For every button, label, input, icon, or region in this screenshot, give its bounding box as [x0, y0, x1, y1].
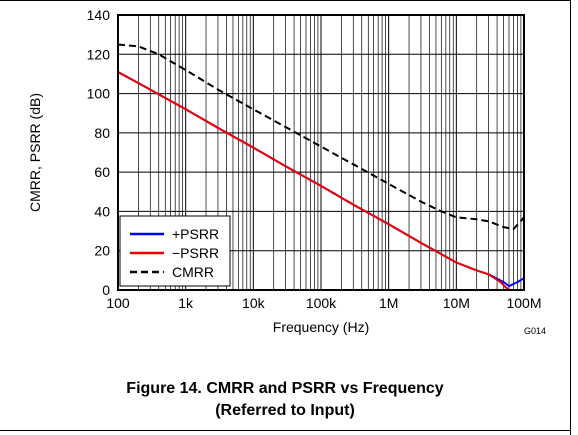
chart-svg: 100 1k 10k 100k 1M 10M 100M020406080100120140 … [27, 7, 546, 336]
legend-label: CMRR [172, 264, 214, 280]
y-tick-label: 40 [94, 203, 110, 219]
y-axis-label: CMRR, PSRR (dB) [27, 93, 43, 212]
x-axis-label: Frequency (Hz) [273, 319, 369, 335]
x-tick-label: 100k [306, 295, 337, 311]
x-tick-label: 100 [106, 295, 130, 311]
graph-id-label: G014 [524, 326, 546, 336]
y-tick-label: 80 [94, 125, 110, 141]
legend-box [119, 215, 231, 287]
series-line-minus-psrr [117, 71, 510, 290]
figure-caption-subtitle: (Referred to Input) [215, 402, 355, 419]
y-tick-label: 20 [94, 243, 110, 259]
y-tick-label: 100 [87, 86, 111, 102]
legend-label: −PSRR [172, 245, 219, 261]
figure-caption-title: Figure 14. CMRR and PSRR vs Frequency [126, 380, 444, 397]
x-tick-label: 1M [379, 295, 398, 311]
plot-area-border [117, 14, 525, 291]
y-tick-label: 60 [94, 164, 110, 180]
series-layer [117, 43, 525, 290]
y-tick-label: 0 [102, 282, 110, 298]
frame-bottom-border [0, 430, 571, 431]
y-tick-label: 120 [87, 46, 111, 62]
x-tick-label: 10M [443, 295, 470, 311]
x-tick-label: 100M [506, 295, 541, 311]
legend: +PSRR −PSRR CMRR [119, 215, 231, 287]
legend-label: +PSRR [172, 226, 219, 242]
frame-top-border [0, 0, 570, 1]
series-line-cmrr [117, 43, 525, 231]
frame-right-border [570, 0, 571, 435]
y-tick-label: 140 [87, 7, 111, 23]
x-tick-label: 1k [178, 295, 194, 311]
tick-label-layer: 100 1k 10k 100k 1M 10M 100M 0 20 40 60 80 100 120 140 [87, 7, 542, 311]
x-tick-label: 10k [242, 295, 266, 311]
